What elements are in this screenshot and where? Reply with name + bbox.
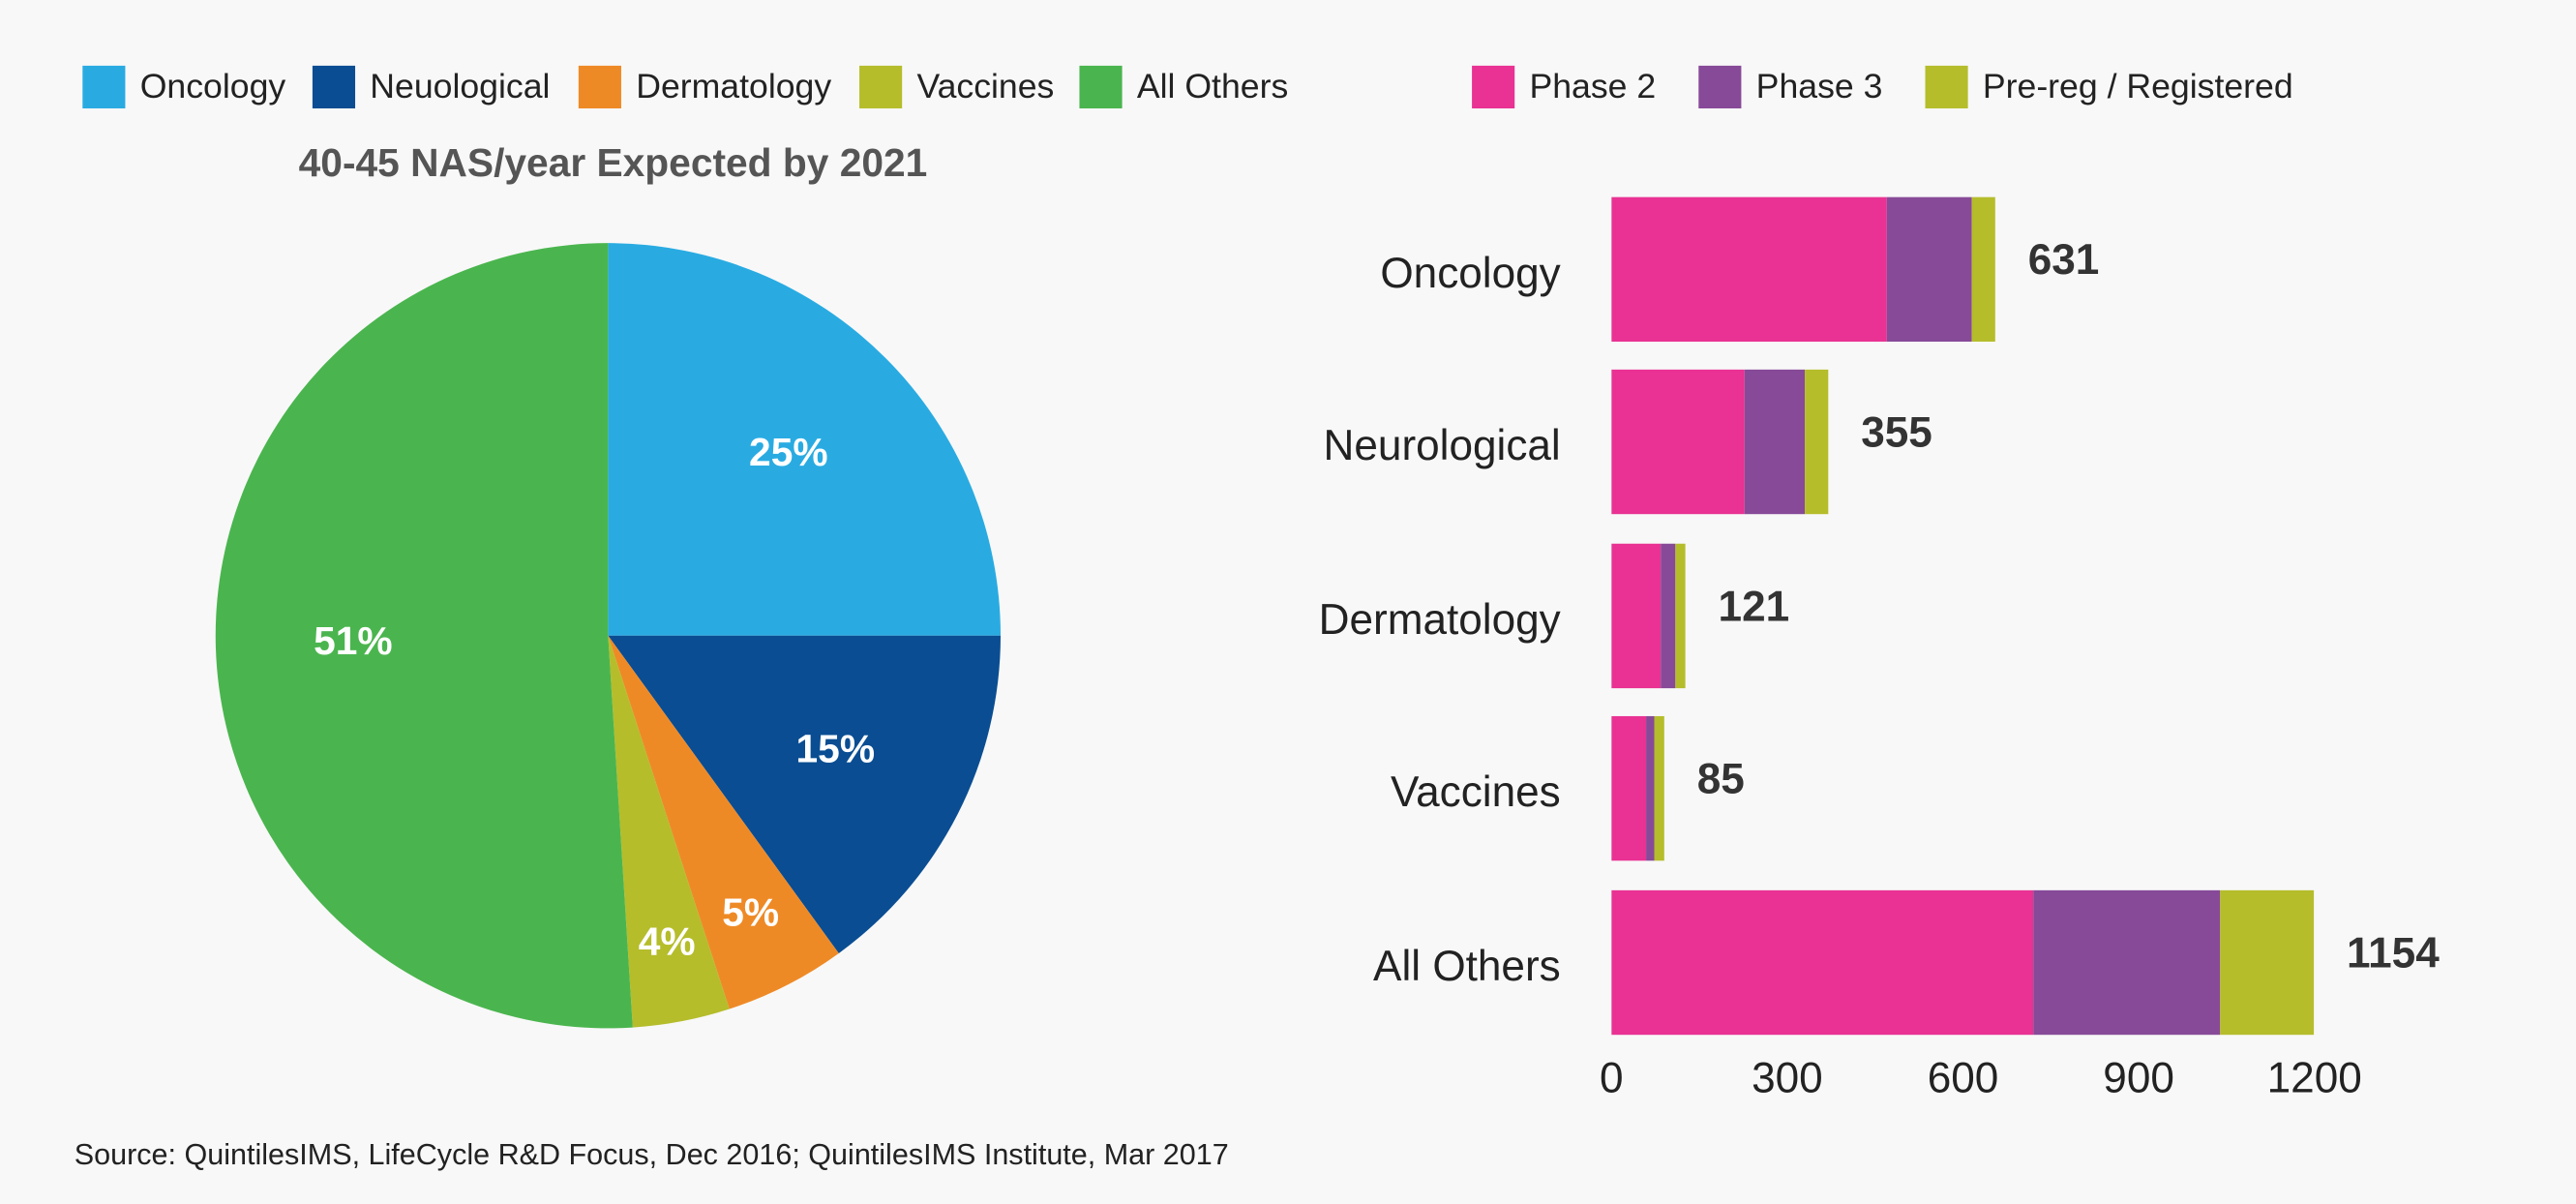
pie-slice <box>608 635 839 1009</box>
x-tick-label: 1200 <box>2267 1054 2362 1101</box>
legend-label: Phase 3 <box>1756 67 1883 105</box>
pie-slice <box>215 243 633 1029</box>
bar-segment <box>2220 889 2315 1036</box>
x-tick-label: 0 <box>1600 1054 1624 1101</box>
legend-label: Phase 2 <box>1529 67 1656 105</box>
category-label: Oncology <box>1380 250 1560 297</box>
legend-swatch <box>1079 65 1123 109</box>
bar-segment <box>2033 889 2221 1036</box>
category-label: All Others <box>1373 943 1561 990</box>
x-tick-label: 900 <box>2103 1054 2174 1101</box>
x-tick-label: 600 <box>1928 1054 1999 1101</box>
slice-label: 5% <box>722 890 779 935</box>
pie-slice <box>608 635 1002 953</box>
legend-label: Oncology <box>140 67 286 105</box>
bar-segment <box>1805 369 1829 515</box>
slice-label: 25% <box>749 430 827 474</box>
bar-segment <box>1611 543 1662 689</box>
bar-segment <box>1675 543 1686 689</box>
pie-slice <box>608 243 1002 636</box>
bar-segment <box>1646 715 1655 861</box>
category-label: Vaccines <box>1391 768 1561 816</box>
legend-swatch <box>1925 65 1968 109</box>
legend-label: All Others <box>1137 67 1288 105</box>
legend-label: Dermatology <box>636 67 831 105</box>
bar-segment <box>1661 543 1676 689</box>
total-label: 631 <box>2028 236 2100 284</box>
slice-label: 4% <box>639 918 696 963</box>
x-tick-label: 300 <box>1752 1054 1823 1101</box>
legend-swatch <box>1472 65 1515 109</box>
legend-swatch <box>859 65 903 109</box>
slice-label: 15% <box>796 726 876 770</box>
bar-segment <box>1611 715 1647 861</box>
legend-label: Neuological <box>370 67 550 105</box>
bar-segment <box>1611 196 1887 343</box>
total-label: 1154 <box>2347 929 2440 977</box>
slice-label: 51% <box>314 618 393 663</box>
pie-slice <box>608 635 730 1028</box>
legend-swatch <box>1698 65 1742 109</box>
pie-title: 40-45 NAS/year Expected by 2021 <box>299 140 928 185</box>
total-label: 85 <box>1697 755 1745 802</box>
legend-label: Pre-reg / Registered <box>1983 67 2293 105</box>
bar-segment <box>1744 369 1806 515</box>
legend-swatch <box>312 65 356 109</box>
legend-label: Vaccines <box>916 67 1054 105</box>
category-label: Neurological <box>1324 422 1561 469</box>
bar-segment <box>1654 715 1664 861</box>
bar-segment <box>1611 369 1745 515</box>
total-label: 121 <box>1719 583 1790 630</box>
legend-swatch <box>82 65 126 109</box>
bar-segment <box>1971 196 1995 343</box>
source: Source: QuintilesIMS, LifeCycle R&D Focu… <box>75 1138 1229 1171</box>
bar-segment <box>1886 196 1972 343</box>
category-label: Dermatology <box>1319 596 1561 644</box>
legend-swatch <box>578 65 621 109</box>
bar-segment <box>1611 889 2034 1036</box>
total-label: 355 <box>1861 408 1932 456</box>
